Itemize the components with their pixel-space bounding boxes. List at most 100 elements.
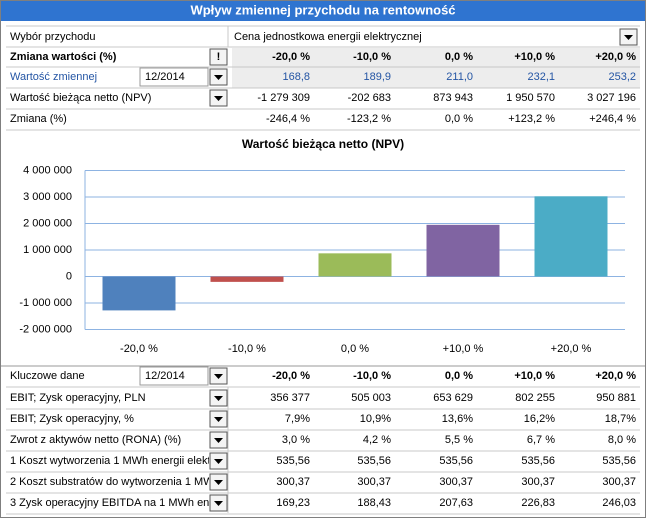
info-button[interactable] (209, 48, 228, 66)
key-label: Kluczowe dane (10, 370, 85, 382)
cell: 16,2% (524, 413, 555, 425)
cell: -1 279 309 (257, 92, 310, 104)
x-tick-label: -20,0 % (120, 343, 158, 355)
cell: 168,8 (282, 71, 310, 83)
x-tick-label: 0,0 % (341, 343, 369, 355)
cell: 300,37 (521, 476, 555, 488)
cell: 0,0 % (445, 113, 473, 125)
dropdown-arrow (624, 35, 633, 40)
row-label: Zwrot z aktywów netto (RONA) (%) (10, 434, 181, 446)
bar (210, 276, 284, 282)
cell: 226,83 (521, 497, 555, 509)
row-label: EBIT; Zysk operacyjny, PLN (10, 392, 146, 404)
row-label: 3 Zysk operacyjny EBITDA na 1 MWh ene (10, 497, 215, 509)
cell: 950 881 (596, 392, 636, 404)
cell: 802 255 (515, 392, 555, 404)
cell: 535,56 (521, 455, 555, 467)
cell: 189,9 (363, 71, 391, 83)
period-box[interactable] (139, 67, 209, 87)
period-box[interactable] (139, 366, 209, 386)
row-label: Zmiana (%) (10, 113, 67, 125)
column-header: +20,0 % (595, 51, 636, 63)
cell: 246,03 (602, 497, 636, 509)
cell: 207,63 (439, 497, 473, 509)
column-label: Zmiana wartości (%) (10, 51, 117, 63)
dropdown-arrow (214, 501, 223, 506)
column-header: -10,0 % (353, 370, 391, 382)
column-header: +10,0 % (514, 370, 555, 382)
column-header: -20,0 % (272, 51, 310, 63)
column-header: -10,0 % (353, 51, 391, 63)
column-header: +10,0 % (514, 51, 555, 63)
dropdown-arrow (214, 417, 223, 422)
dropdown-arrow (214, 459, 223, 464)
page-title: Wpływ zmiennej przychodu na rentowność (190, 2, 455, 17)
cell: 13,6% (442, 413, 473, 425)
cell: 7,9% (285, 413, 310, 425)
x-tick-label: +10,0 % (443, 343, 484, 355)
cell: 18,7% (605, 413, 636, 425)
cell: 188,43 (357, 497, 391, 509)
row-label: 2 Koszt substratów do wytworzenia 1 MW (10, 476, 214, 488)
column-header: 0,0 % (445, 51, 473, 63)
row-label: Wartość bieżąca netto (NPV) (10, 92, 151, 104)
cell: 300,37 (602, 476, 636, 488)
dropdown-arrow (214, 396, 223, 401)
y-tick-label: 3 000 000 (23, 191, 72, 203)
row-label: EBIT; Zysk operacyjny, % (10, 413, 134, 425)
header-bg (232, 48, 640, 88)
y-tick-label: -2 000 000 (19, 323, 72, 335)
cell: +123,2 % (508, 113, 555, 125)
dropdown-arrow (214, 438, 223, 443)
y-tick-label: 0 (66, 270, 72, 282)
cell: 10,9% (360, 413, 391, 425)
column-header: +20,0 % (595, 370, 636, 382)
selector-label: Wybór przychodu (10, 31, 96, 43)
selector-value: Cena jednostkowa energii elektrycznej (234, 31, 422, 43)
bar (426, 224, 500, 277)
cell: 4,2 % (363, 434, 391, 446)
y-tick-label: 1 000 000 (23, 244, 72, 256)
cell: -123,2 % (347, 113, 391, 125)
dropdown-arrow (214, 480, 223, 485)
y-tick-label: 2 000 000 (23, 217, 72, 229)
cell: -246,4 % (266, 113, 310, 125)
cell: 5,5 % (445, 434, 473, 446)
bar (102, 276, 176, 311)
bar (318, 253, 392, 277)
row-label: Wartość zmiennej (10, 71, 97, 83)
cell: 653 629 (433, 392, 473, 404)
cell: 300,37 (439, 476, 473, 488)
x-tick-label: -10,0 % (228, 343, 266, 355)
cell: 232,1 (527, 71, 555, 83)
period: 12/2014 (145, 71, 185, 83)
cell: 535,56 (276, 455, 310, 467)
cell: 169,23 (276, 497, 310, 509)
cell: 1 950 570 (506, 92, 555, 104)
cell: 300,37 (276, 476, 310, 488)
cell: -202 683 (348, 92, 391, 104)
info-button-label: ! (217, 51, 221, 63)
cell: 211,0 (446, 71, 473, 83)
y-tick-label: 4 000 000 (23, 164, 72, 176)
cell: 8,0 % (608, 434, 636, 446)
cell: 300,37 (357, 476, 391, 488)
cell: 873 943 (433, 92, 473, 104)
dropdown-arrow (214, 374, 223, 379)
cell: 535,56 (357, 455, 391, 467)
cell: 253,2 (608, 71, 636, 83)
dropdown-arrow (214, 75, 223, 80)
dropdown-arrow (214, 96, 223, 101)
cell: +246,4 % (589, 113, 636, 125)
cell: 6,7 % (527, 434, 555, 446)
chart-title: Wartość bieżąca netto (NPV) (242, 137, 404, 151)
bar (534, 196, 608, 277)
column-header: -20,0 % (272, 370, 310, 382)
cell: 535,56 (439, 455, 473, 467)
cell: 3 027 196 (587, 92, 636, 104)
period: 12/2014 (145, 370, 185, 382)
y-tick-label: -1 000 000 (19, 297, 72, 309)
title-bar (1, 1, 645, 21)
cell: 356 377 (270, 392, 310, 404)
